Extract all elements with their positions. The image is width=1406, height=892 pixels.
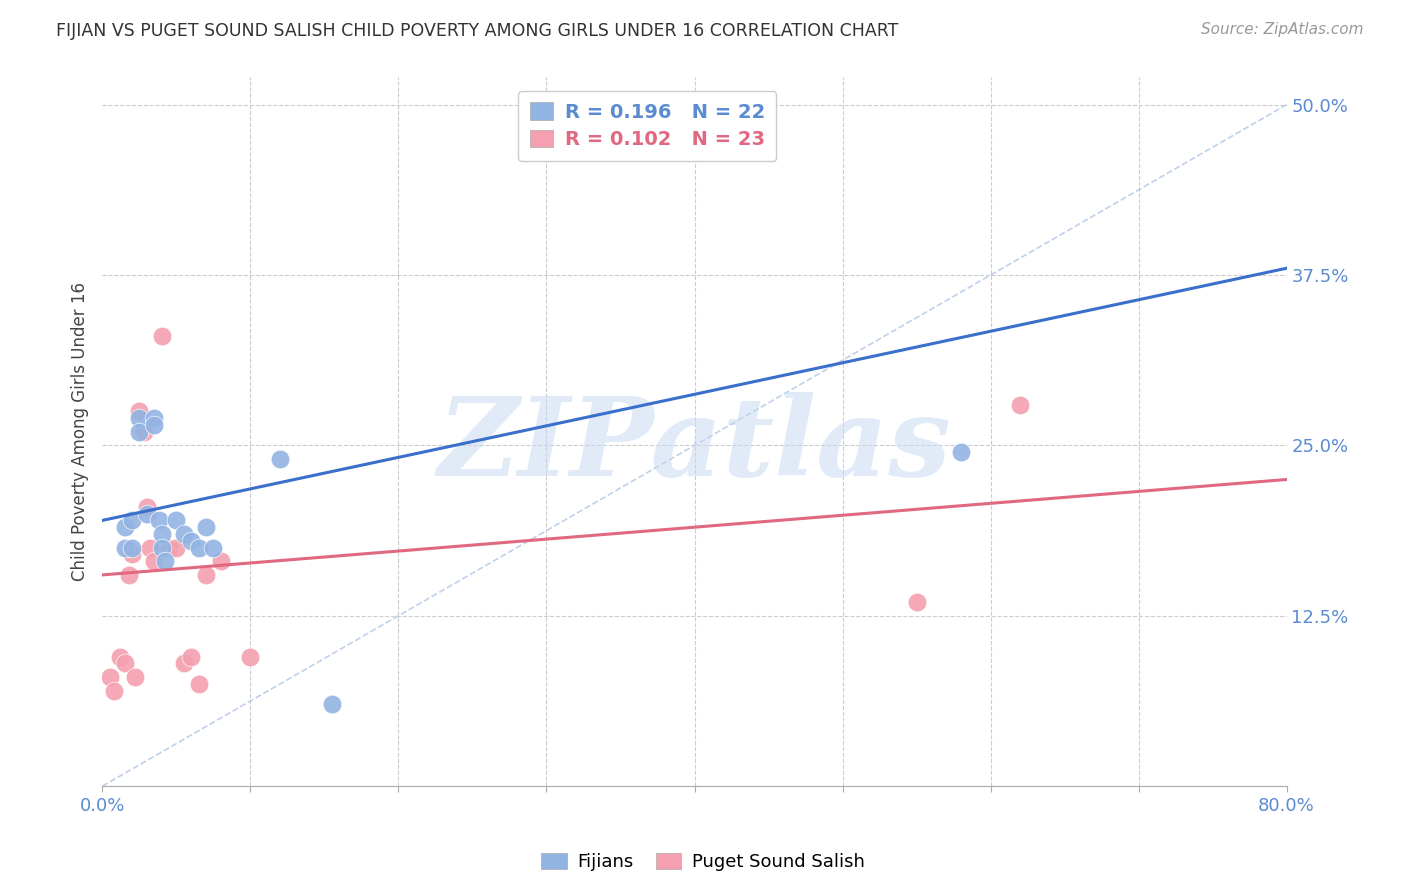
- Point: [269, 452, 291, 467]
- Point: [143, 417, 166, 432]
- Point: [905, 595, 928, 609]
- Point: [121, 548, 143, 562]
- Point: [148, 513, 170, 527]
- Point: [128, 425, 150, 439]
- Point: [114, 657, 136, 671]
- Point: [139, 541, 162, 555]
- Point: [143, 554, 166, 568]
- Point: [108, 649, 131, 664]
- Point: [103, 683, 125, 698]
- Point: [949, 445, 972, 459]
- Point: [121, 541, 143, 555]
- Point: [135, 500, 157, 514]
- Point: [195, 568, 218, 582]
- Point: [239, 649, 262, 664]
- Point: [98, 670, 121, 684]
- Point: [114, 541, 136, 555]
- Point: [132, 425, 155, 439]
- Text: ZIPatlas: ZIPatlas: [437, 392, 952, 500]
- Point: [202, 541, 225, 555]
- Point: [173, 657, 195, 671]
- Point: [150, 329, 173, 343]
- Legend: Fijians, Puget Sound Salish: Fijians, Puget Sound Salish: [534, 846, 872, 879]
- Point: [124, 670, 146, 684]
- Y-axis label: Child Poverty Among Girls Under 16: Child Poverty Among Girls Under 16: [72, 282, 89, 582]
- Text: FIJIAN VS PUGET SOUND SALISH CHILD POVERTY AMONG GIRLS UNDER 16 CORRELATION CHAR: FIJIAN VS PUGET SOUND SALISH CHILD POVER…: [56, 22, 898, 40]
- Point: [195, 520, 218, 534]
- Point: [209, 554, 232, 568]
- Point: [157, 541, 180, 555]
- Point: [143, 411, 166, 425]
- Point: [173, 527, 195, 541]
- Point: [180, 649, 202, 664]
- Point: [135, 507, 157, 521]
- Text: Source: ZipAtlas.com: Source: ZipAtlas.com: [1201, 22, 1364, 37]
- Point: [128, 411, 150, 425]
- Point: [150, 541, 173, 555]
- Point: [1010, 398, 1032, 412]
- Point: [121, 513, 143, 527]
- Point: [165, 513, 187, 527]
- Point: [187, 541, 209, 555]
- Point: [150, 527, 173, 541]
- Point: [153, 554, 176, 568]
- Legend: R = 0.196   N = 22, R = 0.102   N = 23: R = 0.196 N = 22, R = 0.102 N = 23: [517, 91, 776, 161]
- Point: [114, 520, 136, 534]
- Point: [180, 533, 202, 548]
- Point: [128, 404, 150, 418]
- Point: [118, 568, 141, 582]
- Point: [187, 677, 209, 691]
- Point: [165, 541, 187, 555]
- Point: [321, 698, 343, 712]
